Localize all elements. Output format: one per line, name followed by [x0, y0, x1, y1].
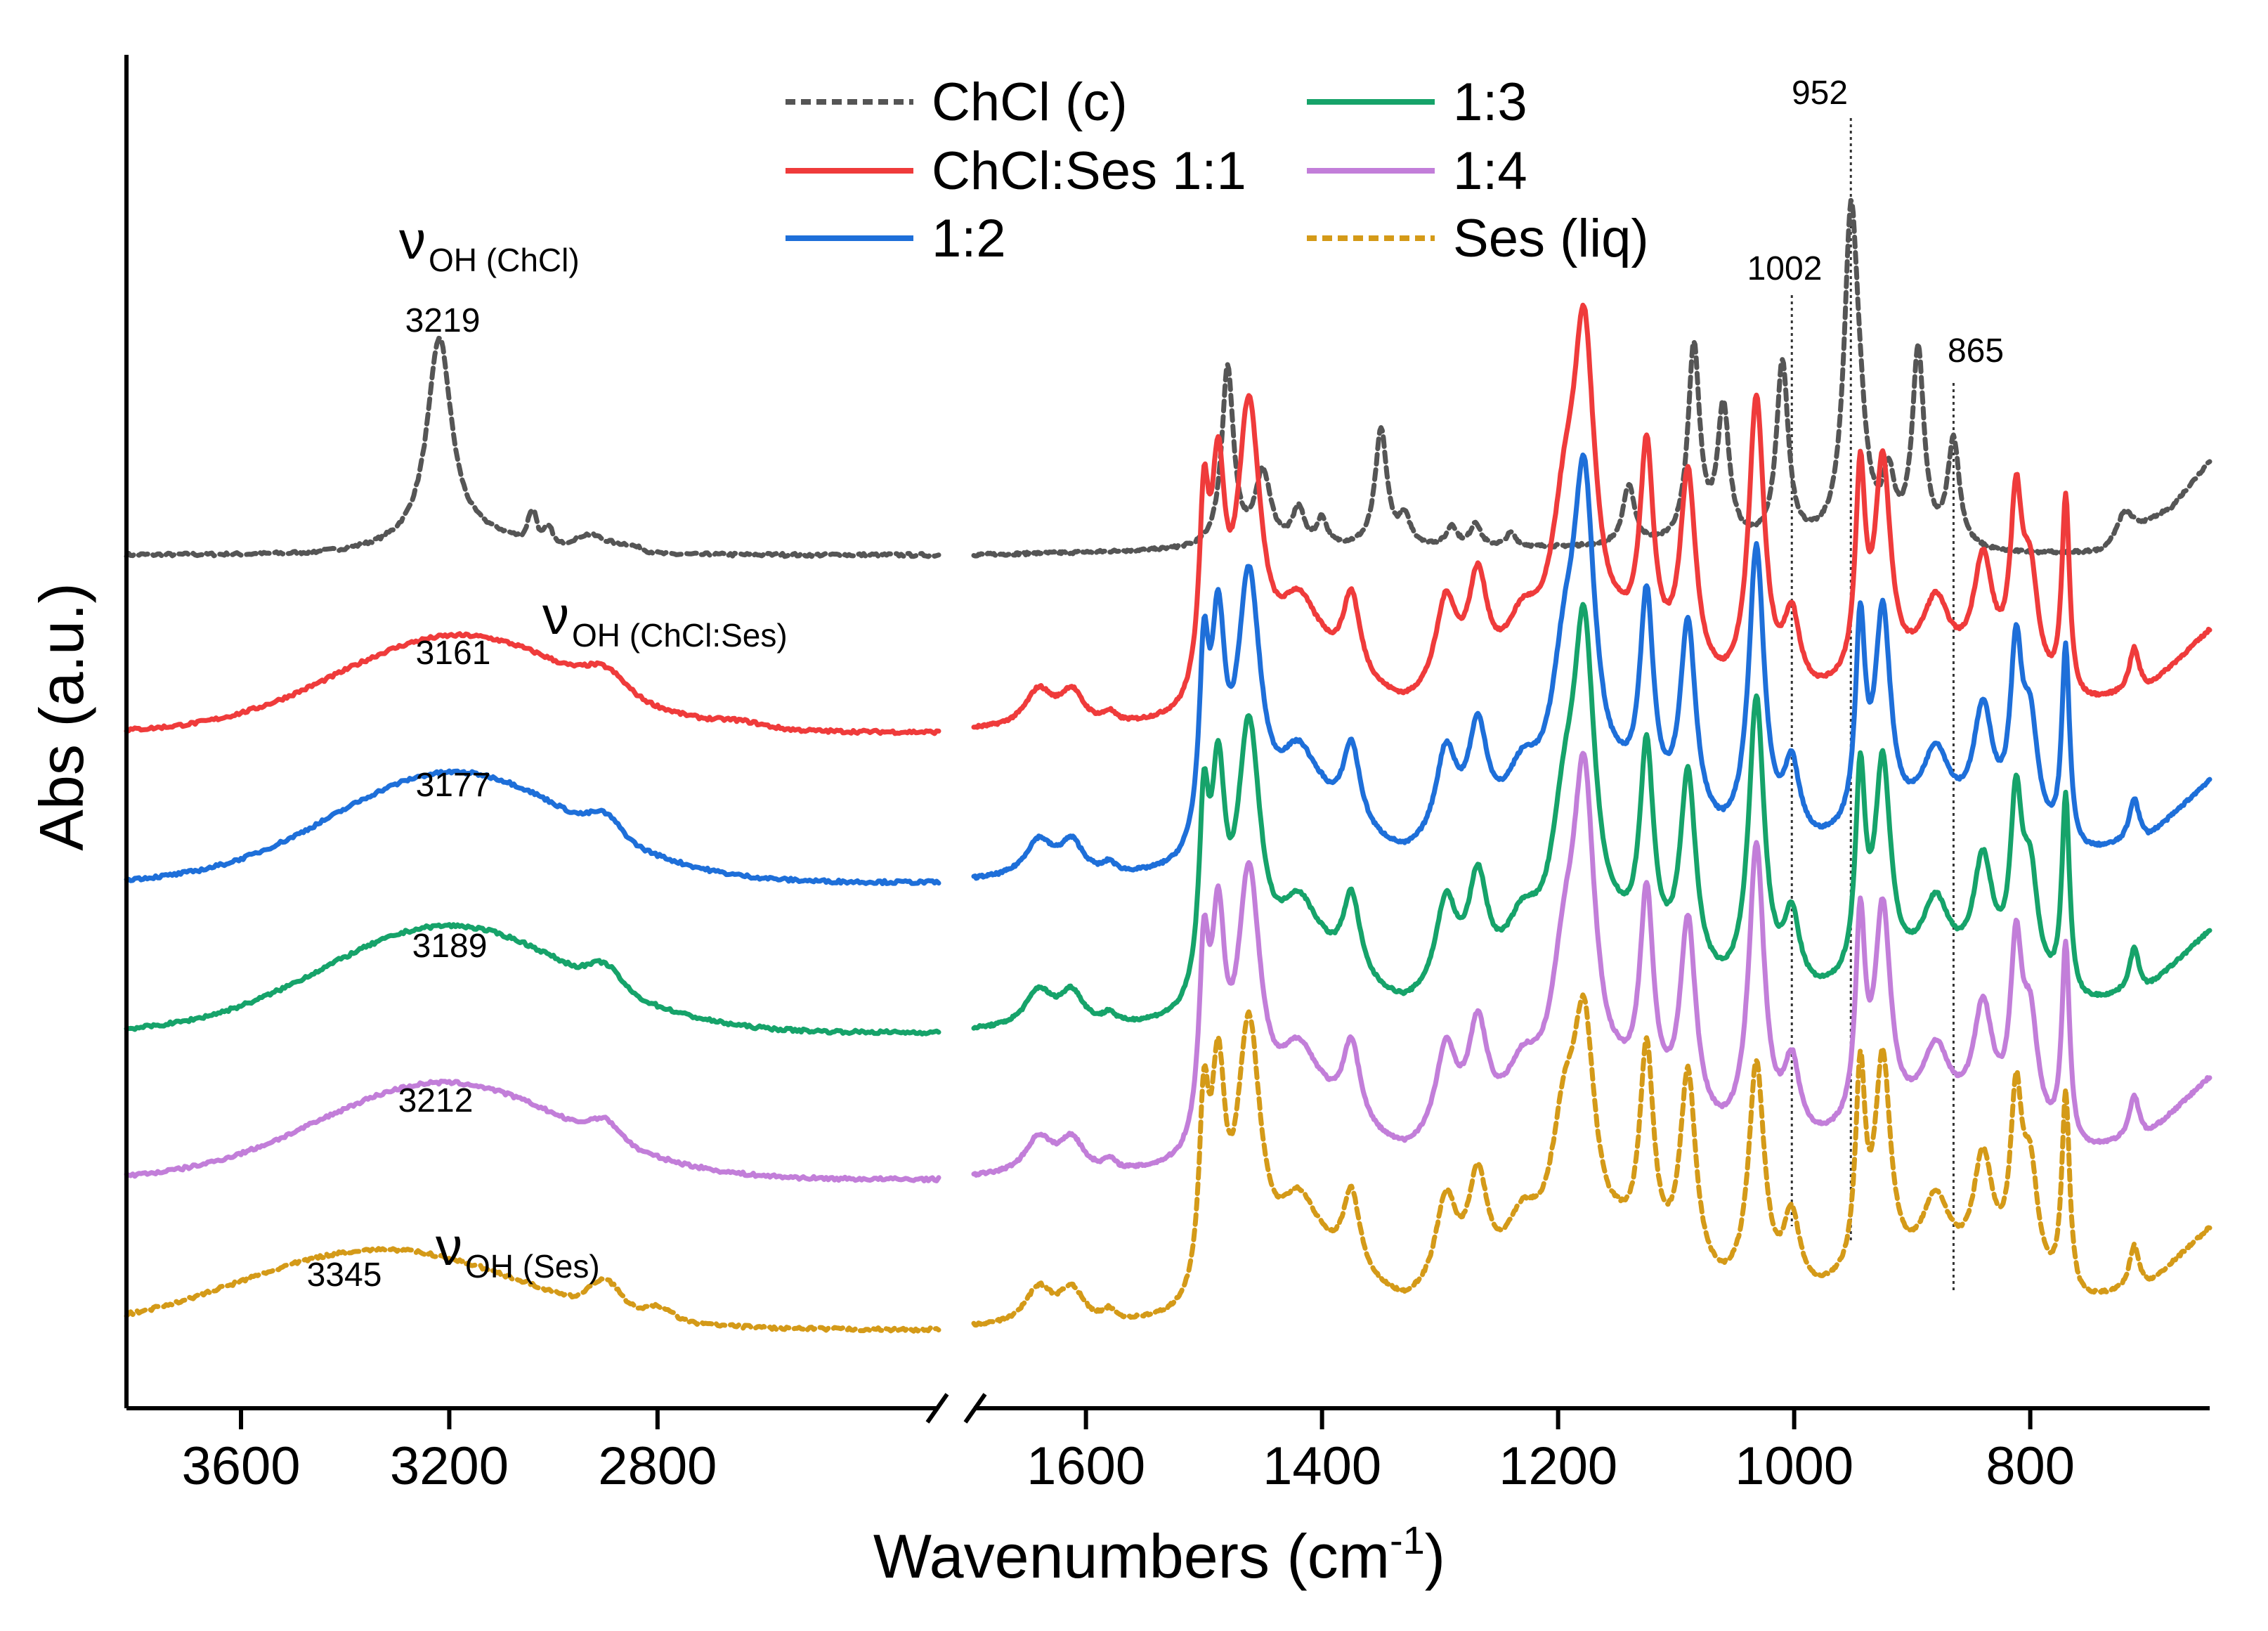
x-axis-title-close: ) [1425, 1521, 1445, 1591]
nu-oh-label: νOH (ChCl) [399, 211, 580, 278]
series-line-ses-oh-region [124, 1245, 941, 1334]
peak-label-3219: 3219 [405, 302, 481, 339]
x-tick-label: 3200 [390, 1436, 509, 1496]
series-line-r13-oh-region [124, 922, 941, 1037]
nu-symbol: ν [399, 211, 426, 271]
legend-label-r14: 1:4 [1453, 141, 1527, 201]
legend-label-r13: 1:3 [1453, 72, 1527, 132]
axes: 3600 3200 2800 1600 1400 1200 1000 800 Abs (a.u… [27, 55, 2210, 1591]
legend-label-chcl: ChCl (c) [932, 72, 1128, 132]
nu-symbol: ν [542, 586, 569, 646]
legend: ChCl (c) ChCl:Ses 1:1 1:2 1:3 1:4 Ses (liq) [786, 72, 1649, 268]
x-axis-title-sup: -1 [1390, 1518, 1425, 1562]
x-axis-title: Wavenumbers (cm-1) [873, 1518, 1445, 1591]
peak-label-3345: 3345 [307, 1256, 382, 1294]
x-tick-label: 1000 [1735, 1436, 1853, 1496]
series-line-r11-fingerprint [971, 302, 2212, 730]
reference-label-952: 952 [1792, 74, 1848, 112]
nu-subscript: OH (Ses) [465, 1248, 600, 1285]
x-tick-label: 1400 [1263, 1436, 1381, 1496]
reference-label-865: 865 [1948, 332, 2004, 370]
series-line-chcl-oh-region [124, 335, 941, 559]
reference-lines: 1002 952 865 [1747, 74, 2004, 1293]
x-tick-label: 800 [1986, 1436, 2075, 1496]
nu-symbol: ν [436, 1217, 462, 1277]
series-line-ses-fingerprint [971, 992, 2212, 1328]
nu-oh-label: νOH (Ses) [436, 1217, 600, 1285]
series-line-r11-oh-region [124, 631, 941, 736]
x-tick-label: 2800 [598, 1436, 717, 1496]
spectra [124, 197, 2212, 1334]
series-line-r12-fingerprint [971, 453, 2212, 881]
reference-label-1002: 1002 [1747, 250, 1823, 287]
x-tick-label: 3600 [181, 1436, 300, 1496]
x-axis-title-main: Wavenumbers (cm [873, 1521, 1390, 1591]
series-line-r14-oh-region [124, 1079, 941, 1183]
axis-break-icon [925, 1393, 987, 1424]
peak-label-3189: 3189 [412, 928, 488, 965]
nu-subscript: OH (ChCl:Ses) [572, 617, 788, 654]
peak-label-3177: 3177 [416, 767, 491, 804]
x-tick-label: 1600 [1027, 1436, 1145, 1496]
x-ticks: 3600 3200 2800 1600 1400 1200 1000 800 [181, 1408, 2075, 1496]
peak-label-3161: 3161 [416, 635, 491, 672]
legend-label-r12: 1:2 [932, 209, 1006, 268]
nu-oh-label: νOH (ChCl:Ses) [542, 586, 788, 654]
legend-label-ses: Ses (liq) [1453, 209, 1649, 268]
peak-label-3212: 3212 [398, 1082, 474, 1119]
legend-label-r11: ChCl:Ses 1:1 [932, 141, 1246, 201]
series-line-r13-fingerprint [971, 602, 2212, 1031]
series-line-r14-fingerprint [971, 750, 2212, 1178]
x-tick-label: 1200 [1499, 1436, 1617, 1496]
series-line-r12-oh-region [124, 768, 941, 886]
y-axis-title: Abs (a.u.) [27, 583, 96, 850]
nu-subscript: OH (ChCl) [429, 242, 580, 278]
